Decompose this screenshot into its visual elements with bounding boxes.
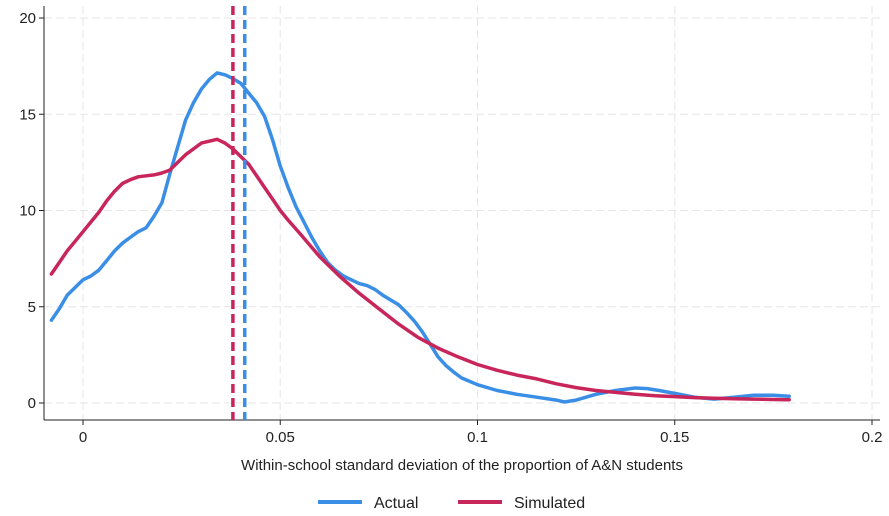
series-line-simulated: [49, 137, 791, 402]
x-tick-label: 0: [79, 429, 87, 446]
x-tick-label: 0.15: [660, 429, 689, 446]
legend-label-actual: Actual: [374, 495, 418, 512]
series-line-actual: [49, 71, 791, 404]
y-axis-ticks: 0 5 10 15 20: [19, 10, 44, 412]
series-layer: [49, 71, 791, 404]
y-tick-label: 20: [19, 10, 36, 27]
y-tick-label: 5: [28, 299, 36, 316]
legend: Actual Simulated: [318, 495, 585, 512]
reference-lines: [231, 6, 247, 420]
axes: [43, 6, 880, 421]
x-axis-title: Within-school standard deviation of the …: [241, 457, 683, 474]
y-tick-label: 10: [19, 203, 36, 220]
x-tick-label: 0.05: [266, 429, 295, 446]
y-tick-label: 15: [19, 106, 36, 123]
y-tick-label: 0: [28, 395, 36, 412]
x-axis-ticks: 0 0.05 0.1 0.15 0.2: [79, 420, 883, 446]
legend-label-simulated: Simulated: [514, 495, 585, 512]
x-tick-label: 0.1: [467, 429, 488, 446]
x-tick-label: 0.2: [862, 429, 883, 446]
